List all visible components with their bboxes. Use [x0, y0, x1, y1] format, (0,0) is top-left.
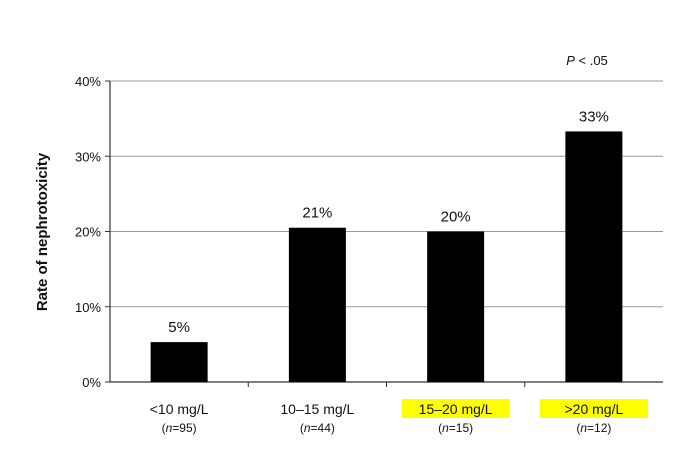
- sample-size-label: (n=12): [576, 421, 611, 435]
- bar: [288, 227, 346, 382]
- data-label: 33%: [579, 108, 609, 125]
- x-category-label: 10–15 mg/L: [280, 401, 354, 417]
- x-category-label: <10 mg/L: [150, 401, 209, 417]
- bar: [150, 342, 208, 382]
- bars: [150, 131, 623, 382]
- y-tick-label: 40%: [75, 74, 101, 89]
- data-label: 21%: [302, 205, 332, 222]
- p-value-annotation: P < .05: [566, 53, 608, 68]
- data-label: 5%: [168, 319, 190, 336]
- y-axis-label: Rate of nephrotoxicity: [34, 152, 51, 311]
- x-category-label: >20 mg/L: [564, 401, 623, 417]
- labels: 0% 10% 20% 30% 40% 5% <10 mg/L (n=95) 21% 10–15 m…: [75, 74, 648, 435]
- sample-size-label: (n=15): [438, 421, 473, 435]
- y-tick-label: 30%: [75, 149, 101, 164]
- highlight-marker: [401, 399, 510, 418]
- y-tick-label: 0%: [82, 375, 101, 390]
- x-category-label: 15–20 mg/L: [419, 401, 493, 417]
- sample-size-label: (n=95): [162, 421, 197, 435]
- y-tick-label: 20%: [75, 225, 101, 240]
- y-tick-label: 10%: [75, 300, 101, 315]
- sample-size-label: (n=44): [300, 421, 335, 435]
- bar: [565, 131, 623, 382]
- highlight-marker: [539, 399, 648, 418]
- bar: [427, 231, 485, 382]
- data-label: 20%: [441, 209, 471, 226]
